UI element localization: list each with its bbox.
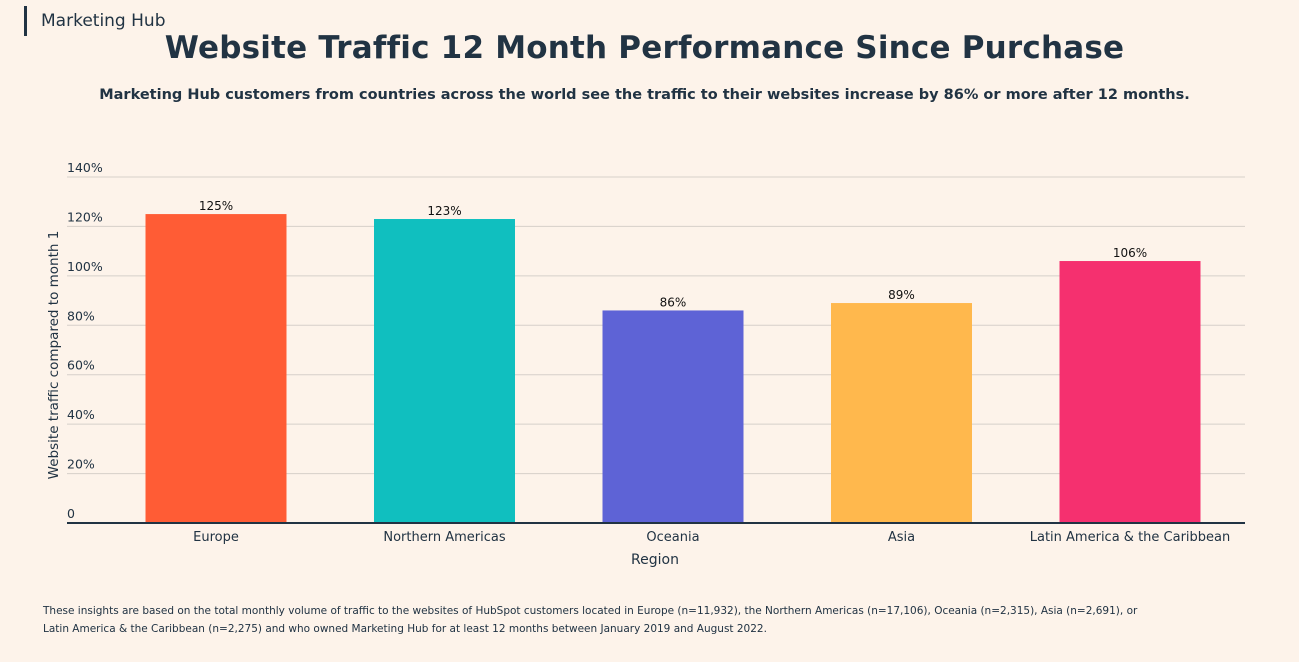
y-axis-title: Website traffic compared to month 1 bbox=[46, 231, 62, 480]
footnote: These insights are based on the total mo… bbox=[43, 602, 1193, 638]
y-tick-label: 40% bbox=[67, 407, 95, 422]
footnote-line-2: Latin America & the Caribbean (n=2,275) … bbox=[43, 623, 767, 635]
brand-label: Marketing Hub bbox=[24, 6, 165, 36]
bar bbox=[602, 310, 744, 523]
bar bbox=[1059, 261, 1201, 523]
bar-chart: 0 20% 40% 60% 80% 100% 120% 140% 125% Europe 123% N… bbox=[46, 160, 1245, 568]
bar-value-label: 86% bbox=[660, 295, 687, 309]
y-tick-label: 100% bbox=[67, 259, 103, 274]
x-tick-label: Asia bbox=[888, 530, 915, 545]
y-tick-label: 60% bbox=[67, 358, 95, 373]
bar-value-label: 89% bbox=[888, 288, 915, 302]
chart-subtitle: Marketing Hub customers from countries a… bbox=[99, 87, 1190, 103]
x-tick-label: Europe bbox=[193, 530, 239, 545]
y-tick-label: 0 bbox=[67, 506, 75, 521]
x-tick-label: Oceania bbox=[646, 530, 699, 545]
y-tick-label: 120% bbox=[67, 209, 103, 224]
x-tick-label: Northern Americas bbox=[383, 530, 505, 545]
bar-value-label: 123% bbox=[427, 204, 461, 218]
bar bbox=[831, 303, 972, 523]
y-tick-label: 80% bbox=[67, 308, 95, 323]
x-axis-title: Region bbox=[631, 552, 679, 568]
bar-value-label: 125% bbox=[199, 199, 233, 213]
bar-value-label: 106% bbox=[1113, 246, 1147, 260]
bar bbox=[145, 214, 287, 524]
bar bbox=[374, 219, 515, 523]
chart-title: Website Traffic 12 Month Performance Sin… bbox=[164, 30, 1125, 66]
y-tick-label: 20% bbox=[67, 457, 95, 472]
x-tick-label: Latin America & the Caribbean bbox=[1030, 530, 1231, 545]
y-tick-label: 140% bbox=[67, 160, 103, 175]
footnote-line-1: These insights are based on the total mo… bbox=[43, 605, 1138, 617]
